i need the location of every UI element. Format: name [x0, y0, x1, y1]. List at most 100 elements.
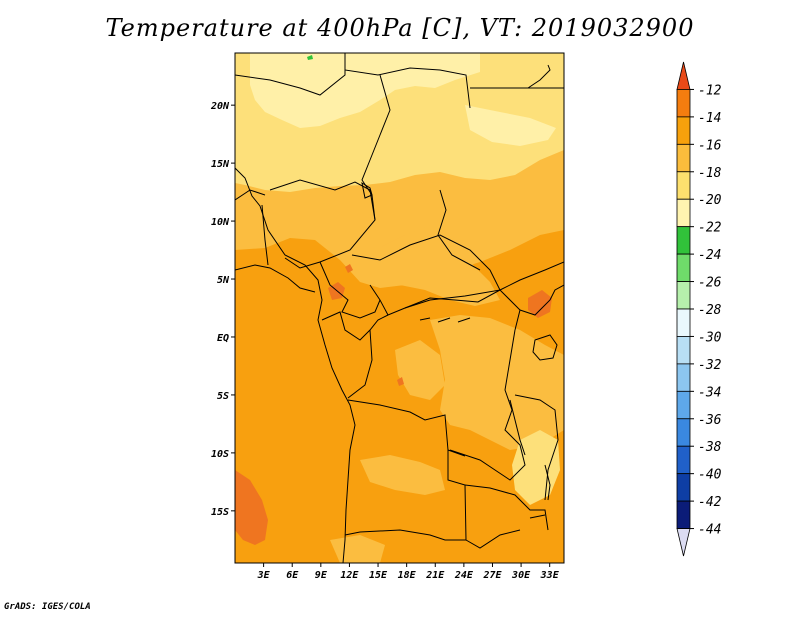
colorbar-swatch: [676, 253, 691, 282]
border-chad-sudan: [437, 189, 481, 271]
colorbar-label: -34: [698, 385, 721, 400]
colorbar-swatch: [676, 308, 691, 337]
colorbar-swatch: [676, 89, 691, 118]
colorbar-swatch: [676, 61, 691, 90]
colorbar-label: -38: [698, 440, 722, 455]
fill-region-green-speck: [307, 55, 313, 60]
fill-region-m12-speck2: [397, 377, 404, 386]
border-drc-north: [404, 289, 521, 331]
colorbar-label: -36: [698, 413, 722, 428]
lake-ladder-3: [457, 317, 471, 323]
colorbar-label: -42: [698, 495, 722, 510]
colorbar-swatch: [676, 226, 691, 255]
map-title: Temperature at 400hPa [C], VT: 201903290…: [105, 14, 695, 42]
colorbar-swatch: [676, 500, 691, 529]
lat-tick-label: 10N: [211, 217, 230, 228]
fill-region-m16-south: [395, 340, 445, 400]
lat-tick-label: 5S: [217, 391, 229, 402]
fill-region-m20-north: [250, 53, 480, 128]
longitude-axis: 3E 6E 9E 12E 15E 18E 21E 24E 27E 30E 33E: [257, 563, 560, 581]
lat-tick-label: 20N: [210, 101, 230, 112]
border-libya-sudan: [344, 53, 471, 109]
border-angola-zambia: [344, 450, 467, 541]
colorbar-label: -22: [698, 221, 722, 236]
fill-region-m12-speck: [345, 264, 353, 273]
colorbar-label: -18: [698, 166, 722, 181]
lat-tick-label: 5N: [217, 275, 230, 286]
colorbar-swatch: [676, 281, 691, 310]
temperature-fills: [235, 53, 564, 563]
lake-ladder-2: [437, 317, 451, 323]
lat-tick-label: 15N: [211, 159, 230, 170]
colorbar-label: -24: [698, 248, 721, 263]
colorbar-label: -16: [698, 138, 722, 153]
border-zambia-east: [464, 484, 549, 531]
colorbar-label: -26: [698, 276, 722, 291]
border-gabon-congo: [321, 311, 389, 341]
border-burkina: [235, 189, 266, 201]
country-borders: [235, 53, 564, 563]
lon-tick-label: 18E: [398, 570, 417, 581]
border-zambia-south: [465, 529, 521, 549]
lon-tick-label: 3E: [257, 570, 271, 581]
colorbar-swatch: [676, 445, 691, 475]
plot-frame: [234, 52, 565, 564]
border-cameroon: [319, 261, 381, 319]
fill-region-m12-uganda: [528, 290, 552, 318]
lon-tick-label: 27E: [482, 570, 502, 581]
colorbar-swatch: [676, 363, 691, 392]
lon-tick-label: 30E: [511, 570, 531, 581]
latitude-axis: 20N 15N 10N 5N EQ 5S 10S 15S: [210, 101, 235, 518]
lon-tick-label: 9E: [315, 570, 328, 581]
colorbar-swatch: [676, 528, 691, 557]
border-congo-river: [347, 329, 373, 399]
colorbar-label: -40: [698, 468, 722, 483]
lake-malawi: [544, 464, 551, 501]
grads-credit: GrADS: IGES/COLA: [4, 602, 91, 612]
lake-ladder-1: [419, 317, 431, 321]
lake-tanganyika: [509, 399, 526, 456]
fill-region-m20-northeast: [465, 105, 556, 146]
lon-tick-label: 15E: [369, 570, 388, 581]
fill-region-m12-atlantic: [235, 470, 268, 545]
lon-tick-label: 24E: [454, 570, 474, 581]
fill-region-m16-southcentral: [360, 455, 445, 495]
lat-tick-label: EQ: [217, 333, 229, 344]
coastline-west-africa: [235, 167, 356, 563]
colorbar-swatch: [676, 473, 691, 502]
lon-tick-label: 12E: [340, 570, 359, 581]
lake-chad: [361, 181, 373, 199]
colorbar-label: -30: [698, 330, 722, 345]
colorbar-label: -20: [698, 193, 722, 208]
border-benin-togo: [261, 204, 269, 266]
border-mali-niger: [235, 53, 346, 96]
colorbar-label: -14: [698, 111, 721, 126]
red-sea-coast: [527, 64, 551, 89]
border-nigeria: [269, 179, 376, 269]
coastline-gulf-guinea: [235, 264, 316, 293]
lake-ladder-4: [529, 514, 546, 519]
colorbar-label: -44: [698, 523, 721, 538]
colorbar-swatch: [676, 143, 691, 173]
colorbar-swatch: [676, 336, 691, 365]
lon-tick-label: 33E: [540, 570, 560, 581]
lat-tick-label: 10S: [211, 449, 229, 460]
border-uganda-kenya: [519, 284, 564, 316]
border-car: [351, 234, 501, 316]
border-sudan-south: [499, 261, 564, 291]
border-drc-east: [449, 329, 526, 481]
colorbar-label: -32: [698, 358, 722, 373]
lake-victoria: [532, 334, 558, 361]
colorbar-swatch: [676, 171, 691, 200]
lon-tick-label: 6E: [286, 570, 299, 581]
fill-region-m16-central: [375, 225, 500, 306]
fill-region-m18-southeast: [512, 430, 560, 505]
colorbar-label: -28: [698, 303, 722, 318]
colorbar-swatch: [676, 116, 691, 145]
lat-tick-label: 15S: [211, 507, 229, 518]
lon-tick-label: 21E: [425, 570, 445, 581]
colorbar-swatch: [676, 418, 691, 447]
colorbar-label: -12: [698, 83, 722, 98]
colorbar-swatch: [676, 390, 691, 420]
